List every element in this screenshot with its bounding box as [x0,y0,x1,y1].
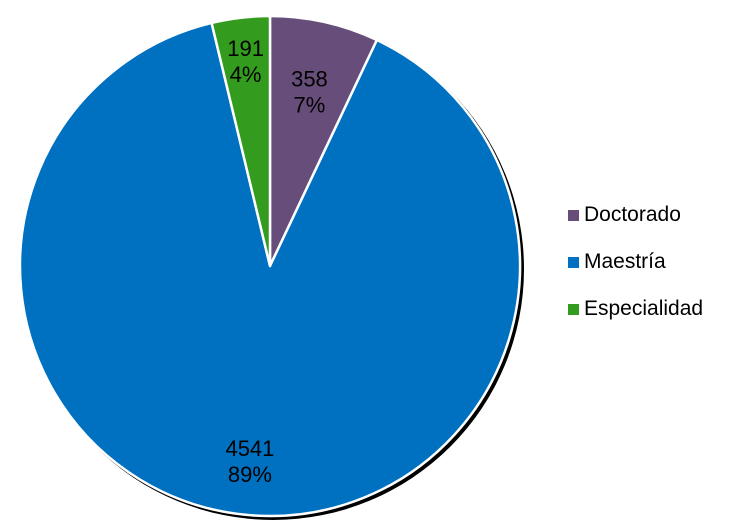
legend-swatch-especialidad [568,303,579,315]
pie-slice-maestria[interactable] [18,21,522,518]
pie-slices [18,14,522,518]
data-label-percent-doctorado: 7% [294,92,326,117]
data-label-value-especialidad: 191 [227,36,264,61]
legend-item-especialidad[interactable]: Especialidad [568,297,703,321]
legend-label: Maestría [584,250,666,273]
data-label-percent-especialidad: 4% [230,62,262,87]
data-label-percent-maestria: 89% [228,462,272,487]
legend: Doctorado Maestría Especialidad [568,203,703,344]
legend-item-doctorado[interactable]: Doctorado [568,203,703,227]
legend-label: Doctorado [584,203,681,226]
pie-slice-especialidad[interactable] [210,14,272,268]
legend-swatch-doctorado [568,209,579,221]
legend-label: Especialidad [584,297,704,320]
pie-slice-doctorado[interactable] [268,14,379,268]
legend-swatch-maestria [568,256,579,268]
legend-item-maestria[interactable]: Maestría [568,250,703,274]
data-label-value-maestria: 4541 [225,436,274,461]
data-label-value-doctorado: 358 [291,66,328,91]
